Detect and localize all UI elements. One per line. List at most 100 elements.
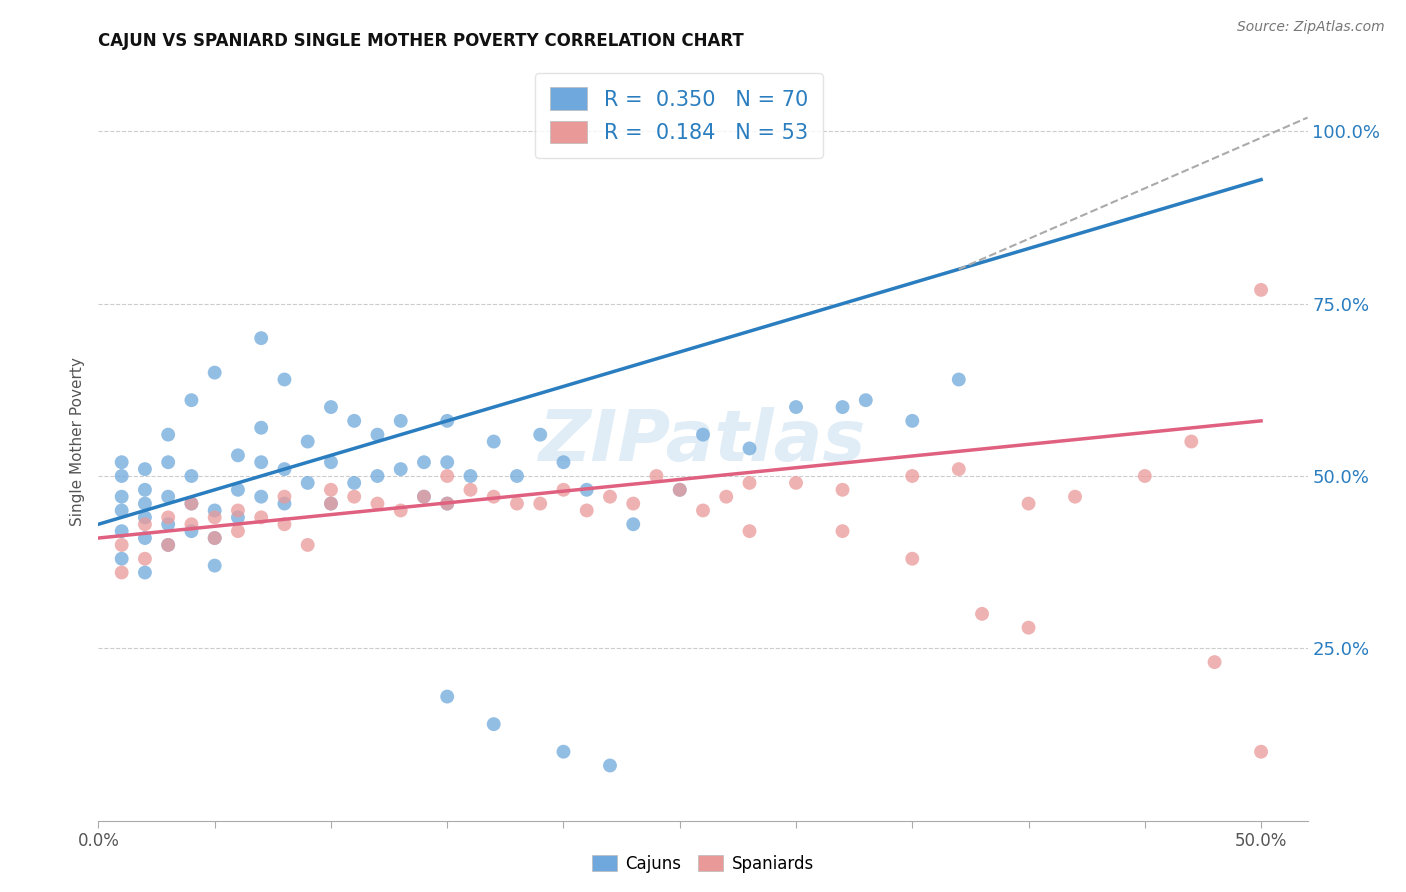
Point [389,503,412,517]
Point [157,538,180,552]
Point [831,400,853,414]
Point [668,483,690,497]
Point [436,469,458,483]
Point [134,510,156,524]
Point [111,566,134,580]
Point [204,531,226,545]
Point [157,490,180,504]
Point [111,538,134,552]
Point [273,462,295,476]
Point [134,517,156,532]
Point [226,510,249,524]
Point [970,607,993,621]
Point [482,490,505,504]
Point [389,462,412,476]
Point [692,503,714,517]
Point [855,393,877,408]
Point [1018,621,1040,635]
Point [319,497,342,511]
Point [436,497,458,511]
Point [831,524,853,538]
Point [366,497,388,511]
Point [389,414,412,428]
Point [436,455,458,469]
Point [436,690,458,704]
Point [111,469,134,483]
Point [668,483,690,497]
Point [134,497,156,511]
Legend: Cajuns, Spaniards: Cajuns, Spaniards [585,848,821,880]
Point [180,497,202,511]
Point [226,483,249,497]
Point [111,524,134,538]
Point [273,497,295,511]
Point [180,524,202,538]
Point [134,566,156,580]
Point [180,517,202,532]
Point [343,490,366,504]
Point [226,448,249,462]
Point [180,497,202,511]
Point [297,475,319,490]
Point [366,469,388,483]
Point [413,455,436,469]
Point [250,455,273,469]
Point [180,469,202,483]
Point [785,400,807,414]
Point [157,538,180,552]
Point [413,490,436,504]
Point [319,400,342,414]
Point [134,483,156,497]
Point [366,427,388,442]
Point [111,503,134,517]
Point [226,503,249,517]
Point [948,372,970,386]
Point [436,497,458,511]
Point [482,717,505,731]
Point [157,517,180,532]
Point [738,524,761,538]
Point [621,517,644,532]
Point [111,551,134,566]
Point [204,531,226,545]
Point [948,462,970,476]
Point [738,442,761,456]
Point [738,475,761,490]
Point [460,469,482,483]
Point [575,483,598,497]
Point [111,490,134,504]
Point [645,469,668,483]
Point [1250,283,1272,297]
Point [1133,469,1156,483]
Point [111,455,134,469]
Point [157,455,180,469]
Point [575,503,598,517]
Point [273,517,295,532]
Point [343,475,366,490]
Point [506,469,529,483]
Point [716,490,738,504]
Point [1180,434,1202,449]
Point [250,421,273,435]
Point [1250,745,1272,759]
Point [901,469,924,483]
Point [529,427,551,442]
Point [482,434,505,449]
Y-axis label: Single Mother Poverty: Single Mother Poverty [69,357,84,526]
Point [250,490,273,504]
Text: ZIPatlas: ZIPatlas [540,407,866,476]
Point [204,558,226,573]
Point [297,434,319,449]
Point [621,497,644,511]
Point [529,497,551,511]
Point [250,331,273,345]
Point [901,414,924,428]
Point [204,510,226,524]
Point [901,551,924,566]
Point [553,745,575,759]
Point [1064,490,1087,504]
Legend: R =  0.350   N = 70, R =  0.184   N = 53: R = 0.350 N = 70, R = 0.184 N = 53 [536,73,823,158]
Point [460,483,482,497]
Point [204,503,226,517]
Point [273,372,295,386]
